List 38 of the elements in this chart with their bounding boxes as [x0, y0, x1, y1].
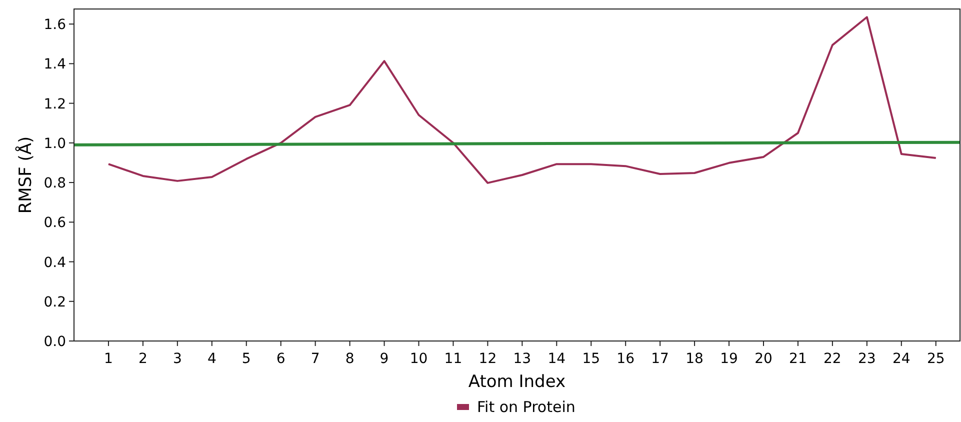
- y-tick-label: 1.2: [44, 96, 66, 112]
- x-tick-label: 21: [789, 351, 807, 367]
- x-axis-title: Atom Index: [468, 372, 566, 392]
- x-tick-label: 9: [380, 351, 389, 367]
- y-tick-label: 0.0: [44, 334, 66, 350]
- y-tick-label: 0.4: [44, 254, 66, 271]
- y-axis-title: RMSF (Å): [15, 136, 36, 214]
- x-tick-label: 25: [926, 351, 945, 367]
- line-series: [107, 16, 937, 184]
- y-tick-label: 1.4: [44, 56, 66, 73]
- x-tick-label: 6: [276, 351, 286, 367]
- x-tick-label: 17: [651, 351, 669, 367]
- legend-label: Fit on Protein: [477, 398, 576, 416]
- x-tick-label: 3: [172, 351, 182, 367]
- x-tick-label: 12: [478, 351, 497, 367]
- y-tick-label: 0.2: [44, 294, 66, 310]
- y-tick-label: 0.6: [44, 215, 66, 232]
- x-tick-label: 2: [138, 351, 148, 367]
- x-tick-label: 18: [686, 351, 704, 367]
- x-tick-label: 11: [444, 351, 462, 367]
- x-tick-label: 7: [310, 351, 320, 367]
- x-tick-label: 4: [207, 351, 216, 367]
- x-tick-label: 24: [892, 351, 910, 367]
- x-tick-label: 16: [616, 351, 635, 367]
- x-tick-label: 19: [720, 351, 738, 367]
- x-tick-label: 15: [582, 351, 600, 367]
- x-tick-label: 1: [104, 351, 113, 367]
- x-tick-label: 5: [242, 351, 251, 367]
- x-tick-label: 20: [754, 351, 772, 367]
- x-tick-label: 8: [345, 351, 354, 367]
- x-tick-label: 22: [824, 351, 842, 367]
- x-tick-label: 23: [858, 351, 876, 367]
- x-tick-label: 13: [513, 351, 532, 367]
- x-tick-label: 14: [548, 351, 566, 367]
- y-tick-label: 0.8: [44, 176, 66, 192]
- x-tick-label: 10: [410, 351, 428, 367]
- y-tick-label: 1.6: [44, 17, 66, 34]
- y-tick-label: 1.0: [44, 136, 66, 152]
